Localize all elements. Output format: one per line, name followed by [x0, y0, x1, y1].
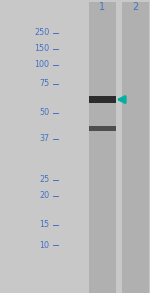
Bar — [122, 2, 148, 293]
Bar — [88, 2, 116, 293]
Text: 25: 25 — [39, 175, 50, 184]
Text: 15: 15 — [39, 220, 50, 229]
Text: 75: 75 — [39, 79, 50, 88]
Bar — [88, 96, 116, 103]
Text: 2: 2 — [132, 2, 138, 12]
Text: 1: 1 — [99, 2, 105, 12]
Text: 20: 20 — [39, 191, 50, 200]
Text: 100: 100 — [34, 60, 50, 69]
Text: 250: 250 — [34, 28, 50, 37]
Text: 50: 50 — [39, 108, 50, 117]
Text: 37: 37 — [39, 134, 50, 143]
Bar — [88, 126, 116, 131]
Text: 10: 10 — [39, 241, 50, 250]
Text: 150: 150 — [34, 44, 50, 53]
